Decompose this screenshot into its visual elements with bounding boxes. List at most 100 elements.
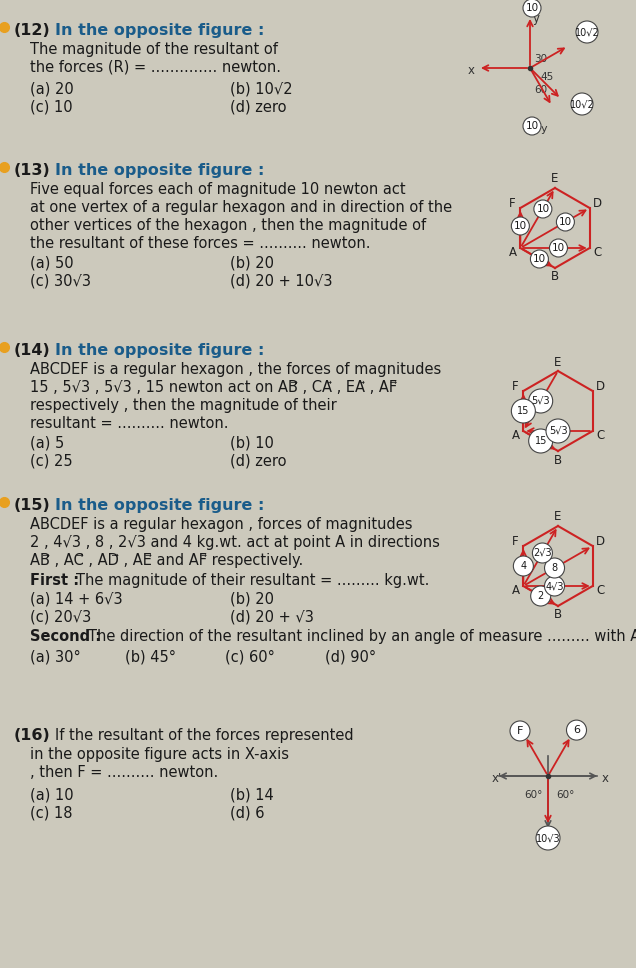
Text: x': x' [492,772,502,785]
Text: (b) 10√2: (b) 10√2 [230,81,293,96]
Text: C: C [597,584,605,597]
Text: (13): (13) [14,163,51,178]
Text: 5√3: 5√3 [531,396,550,406]
Text: the resultant of these forces = .......... newton.: the resultant of these forces = ........… [30,236,371,251]
Text: F: F [512,380,519,393]
Text: A: A [511,584,520,597]
Text: B: B [554,453,562,467]
Text: (b) 20: (b) 20 [230,591,274,606]
Text: 10√2: 10√2 [574,27,599,37]
Circle shape [532,543,553,563]
Text: (b) 45°: (b) 45° [125,649,176,664]
Text: (b) 14: (b) 14 [230,788,273,803]
Circle shape [576,21,598,43]
Text: (c) 10: (c) 10 [30,99,73,114]
Circle shape [567,720,586,741]
Text: y: y [533,12,540,25]
Text: (12): (12) [14,23,51,38]
Text: (d) zero: (d) zero [230,454,286,469]
Text: (c) 20√3: (c) 20√3 [30,609,91,624]
Text: (14): (14) [14,343,51,358]
Circle shape [511,399,536,423]
Text: A: A [509,246,516,259]
Text: (a) 20: (a) 20 [30,81,74,96]
Circle shape [523,117,541,135]
Text: (d) zero: (d) zero [230,99,286,114]
Text: 60°: 60° [556,790,574,800]
Text: 4: 4 [520,561,527,571]
Text: If the resultant of the forces represented: If the resultant of the forces represent… [55,728,354,743]
Circle shape [529,389,553,413]
Text: 10: 10 [514,221,527,231]
Text: (a) 5: (a) 5 [30,436,64,451]
Text: in the opposite figure acts in X-axis: in the opposite figure acts in X-axis [30,747,289,762]
Text: 2√3: 2√3 [533,548,551,558]
Text: 5√3: 5√3 [549,426,567,436]
Circle shape [544,558,565,578]
Circle shape [530,250,548,268]
Text: 15: 15 [534,436,547,446]
Text: C: C [593,246,602,259]
Text: D: D [593,197,602,210]
Circle shape [530,586,551,606]
Text: F: F [517,726,523,736]
Text: (16): (16) [14,728,51,743]
Text: In the opposite figure :: In the opposite figure : [55,23,265,38]
Text: 45: 45 [540,72,553,82]
Text: 10: 10 [533,254,546,264]
Text: 10: 10 [525,3,539,13]
Circle shape [513,556,534,576]
Text: the forces (R) = .............. newton.: the forces (R) = .............. newton. [30,60,281,75]
Text: ABCDEF is a regular hexagon , forces of magnitudes: ABCDEF is a regular hexagon , forces of … [30,517,413,532]
Text: A: A [511,429,520,442]
Text: In the opposite figure :: In the opposite figure : [55,498,265,513]
Text: (a) 30°: (a) 30° [30,649,81,664]
Text: (c) 18: (c) 18 [30,806,73,821]
Text: In the opposite figure :: In the opposite figure : [55,343,265,358]
Text: (c) 30√3: (c) 30√3 [30,274,91,289]
Circle shape [536,826,560,850]
Text: respectively , then the magnitude of their: respectively , then the magnitude of the… [30,398,336,413]
Text: 2: 2 [537,591,544,601]
Text: (c) 25: (c) 25 [30,454,73,469]
Text: (b) 20: (b) 20 [230,256,274,271]
Text: 10: 10 [552,243,565,253]
Circle shape [534,200,552,218]
Text: 10√3: 10√3 [536,833,560,843]
Text: y: y [541,124,548,134]
Text: ABCDEF is a regular hexagon , the forces of magnitudes: ABCDEF is a regular hexagon , the forces… [30,362,441,377]
Text: 8: 8 [551,563,558,573]
Text: x: x [468,64,475,77]
Text: (a) 10: (a) 10 [30,788,74,803]
Text: 10: 10 [559,217,572,227]
Circle shape [571,93,593,115]
Text: F: F [512,535,519,548]
Text: The magnitude of their resultant = ......... kg.wt.: The magnitude of their resultant = .....… [76,573,429,588]
Text: The magnitude of the resultant of: The magnitude of the resultant of [30,42,278,57]
Circle shape [546,419,570,443]
Text: Five equal forces each of magnitude 10 newton act: Five equal forces each of magnitude 10 n… [30,182,406,197]
Text: E: E [551,172,558,186]
Text: 15: 15 [517,406,530,416]
Text: x: x [602,772,609,785]
Text: First :: First : [30,573,79,588]
Text: other vertices of the hexagon , then the magnitude of: other vertices of the hexagon , then the… [30,218,426,233]
Text: 2 , 4√3 , 8 , 2√3 and 4 kg.wt. act at point A in directions: 2 , 4√3 , 8 , 2√3 and 4 kg.wt. act at po… [30,535,440,550]
Circle shape [529,429,553,453]
Text: (15): (15) [14,498,51,513]
Text: 10√2: 10√2 [570,99,595,109]
Text: E: E [555,510,562,524]
Circle shape [523,0,541,17]
Text: (d) 20 + √3: (d) 20 + √3 [230,609,314,624]
Circle shape [556,213,574,231]
Text: (a) 50: (a) 50 [30,256,74,271]
Text: (c) 60°: (c) 60° [225,649,275,664]
Circle shape [550,239,567,257]
Text: y: y [551,836,558,849]
Text: C: C [597,429,605,442]
Text: 10: 10 [536,204,550,214]
Text: D: D [596,380,605,393]
Text: , then F = .......... newton.: , then F = .......... newton. [30,765,218,780]
Text: (d) 20 + 10√3: (d) 20 + 10√3 [230,274,333,289]
Text: In the opposite figure :: In the opposite figure : [55,163,265,178]
